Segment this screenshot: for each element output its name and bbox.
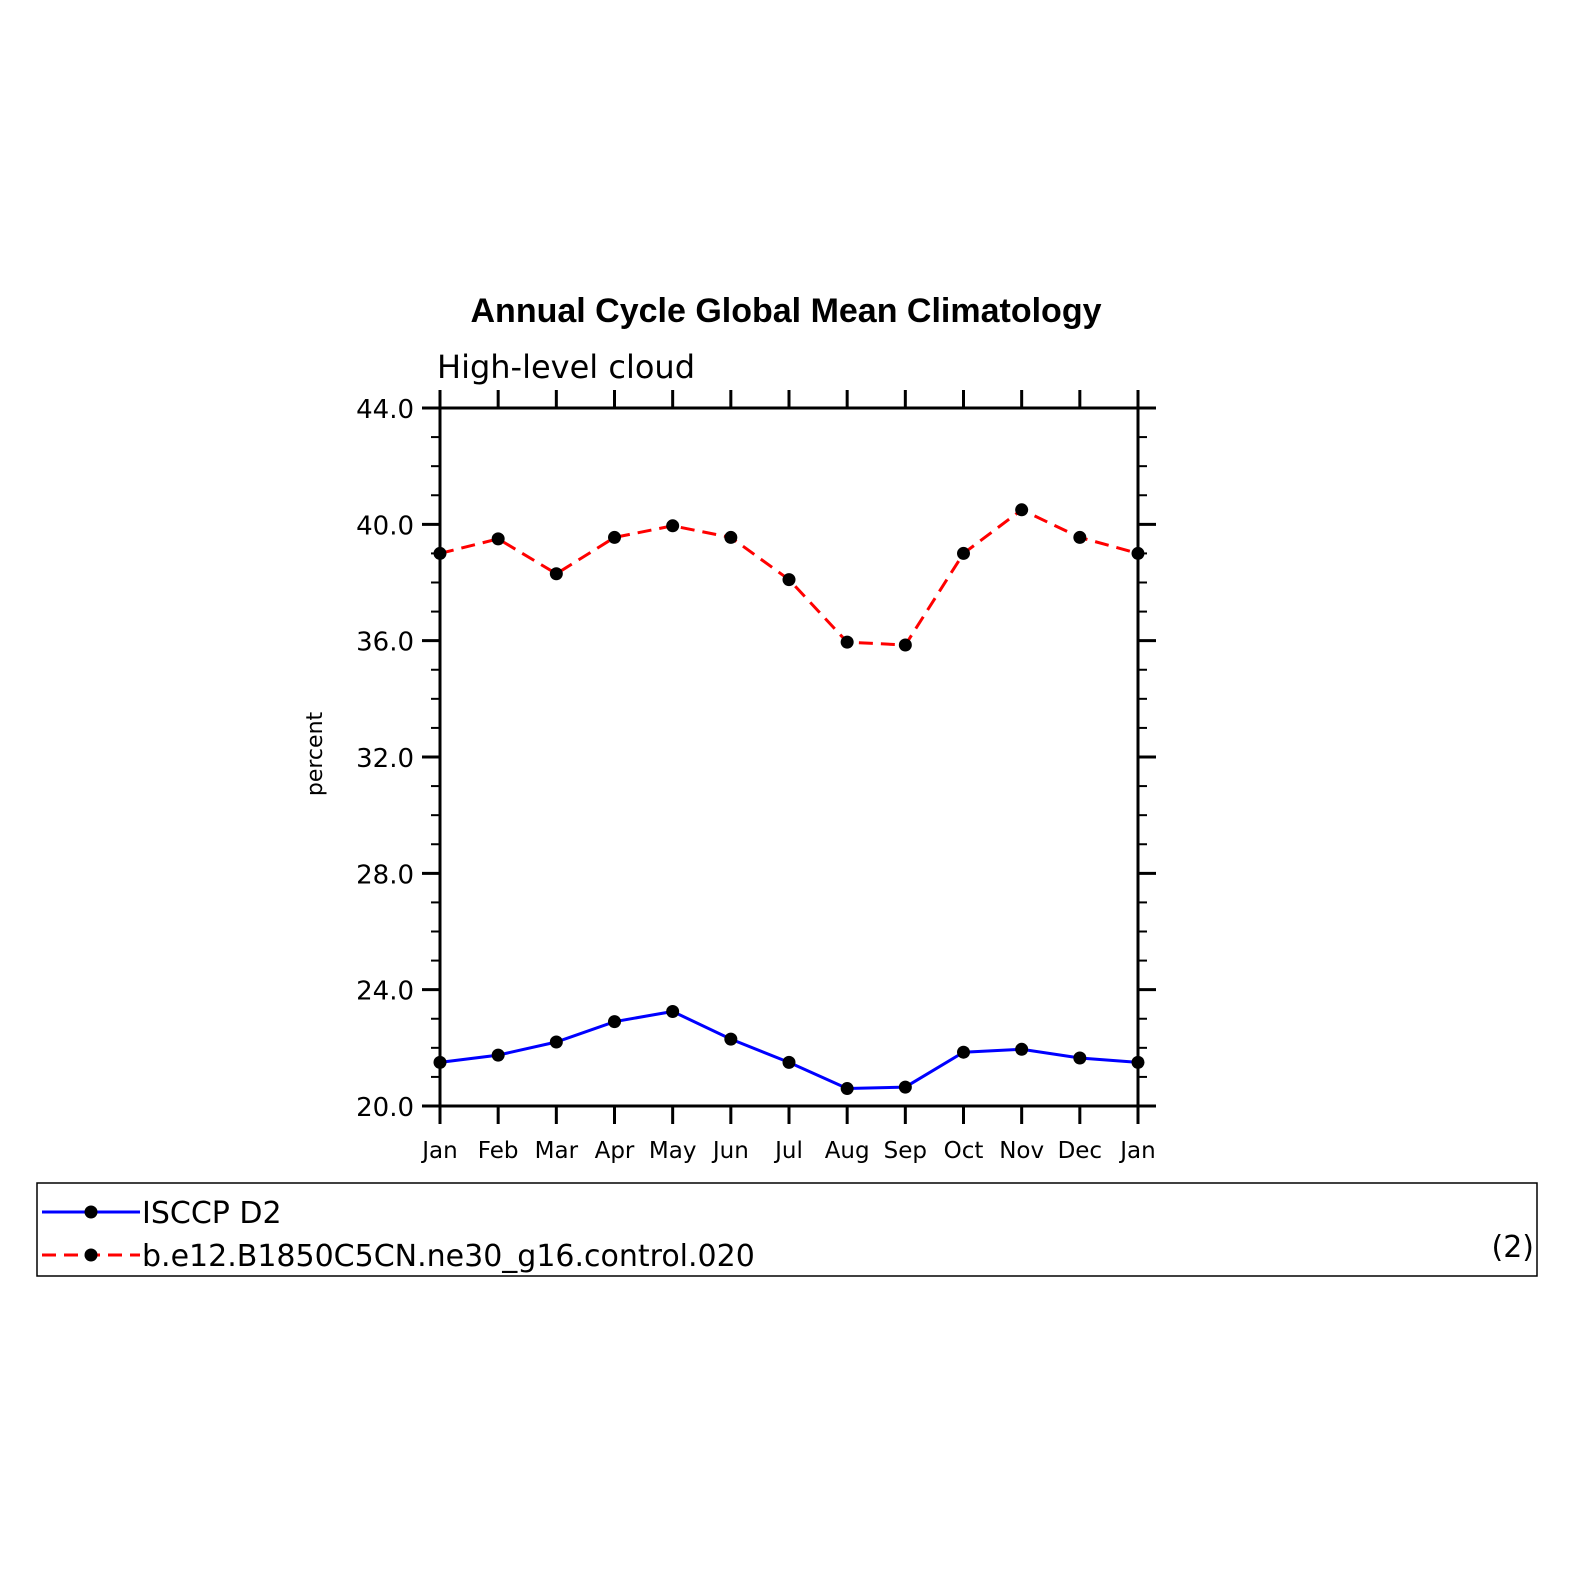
chart-subtitle: High-level cloud <box>437 348 695 386</box>
series-1-point <box>957 1045 970 1059</box>
legend-marker-1 <box>84 1205 98 1219</box>
y-tick-label: 40.0 <box>356 511 414 541</box>
x-tick-label: Oct <box>944 1138 984 1164</box>
series-1-point <box>1073 1051 1087 1065</box>
legend-note: (2) <box>1492 1230 1535 1265</box>
y-tick-label: 36.0 <box>356 628 414 658</box>
legend-label-1: ISCCP D2 <box>142 1196 282 1231</box>
y-tick-label: 24.0 <box>356 977 414 1007</box>
legend-marker-2 <box>84 1248 98 1262</box>
series-2-point <box>898 638 912 652</box>
x-tick-label: Apr <box>595 1138 635 1164</box>
series-2-point <box>1131 546 1145 560</box>
axes: 20.0 24.0 28.0 32.0 36.0 40.0 44.0 Jan Feb Mar Apr… <box>356 390 1156 1164</box>
y-tick-label: 20.0 <box>356 1093 414 1123</box>
series-2-point <box>724 530 738 544</box>
x-tick-label: Jun <box>711 1138 749 1164</box>
series-1-point <box>491 1048 505 1062</box>
series-2-point <box>782 573 796 587</box>
series-2-point <box>608 530 621 544</box>
series-2-point <box>957 546 970 560</box>
y-tick-label: 44.0 <box>356 395 414 425</box>
plot-frame <box>438 406 1140 1108</box>
x-tick-label: Jan <box>420 1138 457 1164</box>
series-1-point <box>1131 1055 1145 1069</box>
series-2-point <box>1015 503 1029 517</box>
series-1-point <box>549 1035 563 1049</box>
x-tick-label: Mar <box>535 1138 579 1164</box>
legend-label-2: b.e12.B1850C5CN.ne30_g16.control.020 <box>142 1239 755 1274</box>
y-axis-label: percent <box>303 711 328 796</box>
series-1-point <box>1015 1042 1029 1056</box>
x-tick-label: Dec <box>1058 1138 1103 1164</box>
series-1-point <box>840 1082 854 1096</box>
x-tick-label: May <box>649 1138 697 1164</box>
legend-box <box>36 1182 1538 1277</box>
series-1-point <box>782 1055 796 1069</box>
series-1-point <box>666 1004 680 1018</box>
series-2-point <box>549 567 563 581</box>
x-tick-label: Jul <box>773 1138 803 1164</box>
legend: ISCCP D2 b.e12.B1850C5CN.ne30_g16.control… <box>42 1196 755 1274</box>
series-2-point <box>433 546 447 560</box>
y-tick-label: 32.0 <box>356 744 414 774</box>
y-tick-label: 28.0 <box>356 860 414 890</box>
x-tick-label: Sep <box>884 1138 927 1164</box>
series-2-point <box>840 635 854 649</box>
chart-title: Annual Cycle Global Mean Climatology <box>471 292 1102 330</box>
series-line-1 <box>439 1009 1139 1091</box>
series-2-point <box>1073 530 1087 544</box>
series-1-point <box>898 1080 912 1094</box>
series-2-point <box>491 532 505 546</box>
series-1-point <box>724 1032 738 1046</box>
series-2-point <box>666 519 680 533</box>
x-tick-label: Nov <box>999 1138 1044 1164</box>
series-1-point <box>608 1015 621 1029</box>
x-tick-label: Aug <box>825 1138 870 1164</box>
x-tick-label: Jan <box>1118 1138 1155 1164</box>
series-1-point <box>433 1055 447 1069</box>
series-layer <box>433 503 1145 1096</box>
x-tick-label: Feb <box>478 1138 519 1164</box>
